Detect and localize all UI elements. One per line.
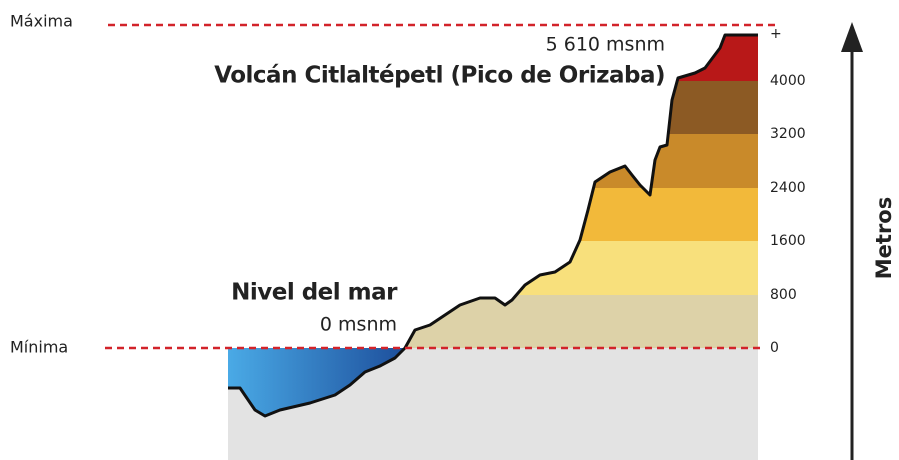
- scale-label: 4000: [770, 73, 806, 89]
- sea-name: Nivel del mar: [231, 280, 398, 306]
- min-label: Mínima: [10, 338, 68, 357]
- arrow-head: [841, 22, 863, 52]
- scale-label: 1600: [770, 233, 806, 249]
- sea-altitude: 0 msnm: [320, 314, 397, 336]
- scale-label: +: [770, 26, 782, 42]
- max-label: Máxima: [10, 12, 73, 31]
- scale-label: 0: [770, 340, 779, 356]
- summit-name: Volcán Citlaltépetl (Pico de Orizaba): [214, 63, 665, 89]
- scale-label: 3200: [770, 126, 806, 142]
- sea-area: [228, 348, 405, 416]
- summit-altitude: 5 610 msnm: [546, 34, 665, 56]
- scale-label: 2400: [770, 180, 806, 196]
- sky-mask: [220, 0, 760, 416]
- terrain-profile: [228, 33, 758, 418]
- scale: +4000 3200 2400 1600 800 0: [770, 26, 806, 356]
- axis-label: Metros: [872, 197, 896, 279]
- scale-label: 800: [770, 287, 797, 303]
